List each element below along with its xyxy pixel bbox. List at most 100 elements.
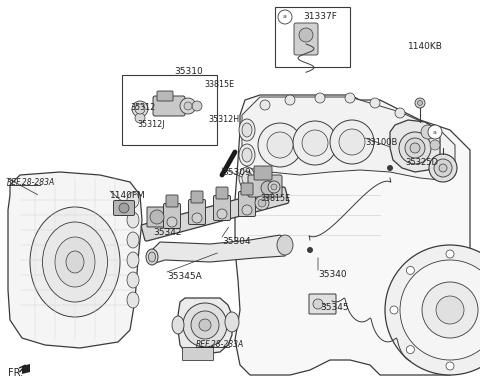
- Ellipse shape: [239, 119, 255, 141]
- Ellipse shape: [172, 316, 184, 334]
- Text: 33815E: 33815E: [204, 80, 234, 89]
- Text: 33100B: 33100B: [365, 138, 397, 147]
- Circle shape: [278, 10, 292, 24]
- Text: 35312J: 35312J: [137, 120, 165, 129]
- Ellipse shape: [66, 251, 84, 273]
- Circle shape: [415, 98, 425, 108]
- Circle shape: [119, 203, 129, 213]
- Ellipse shape: [55, 237, 95, 287]
- Circle shape: [390, 306, 398, 314]
- FancyBboxPatch shape: [182, 348, 214, 361]
- Polygon shape: [148, 235, 288, 264]
- Circle shape: [434, 159, 452, 177]
- Circle shape: [339, 129, 365, 155]
- Text: 35312: 35312: [130, 103, 155, 112]
- Circle shape: [420, 123, 430, 133]
- Circle shape: [267, 132, 293, 158]
- Ellipse shape: [146, 249, 158, 265]
- Circle shape: [184, 102, 192, 110]
- Polygon shape: [235, 95, 470, 375]
- Polygon shape: [390, 120, 440, 172]
- Circle shape: [271, 184, 277, 190]
- Circle shape: [299, 28, 313, 42]
- Ellipse shape: [239, 167, 255, 189]
- FancyBboxPatch shape: [164, 204, 180, 228]
- Polygon shape: [22, 364, 30, 374]
- Text: 35325D: 35325D: [405, 158, 438, 167]
- Text: REF.28-283A: REF.28-283A: [196, 340, 244, 349]
- Circle shape: [400, 260, 480, 360]
- FancyBboxPatch shape: [147, 207, 167, 227]
- FancyBboxPatch shape: [214, 195, 230, 220]
- Ellipse shape: [127, 272, 139, 288]
- Ellipse shape: [242, 148, 252, 162]
- Circle shape: [422, 282, 478, 338]
- Circle shape: [395, 108, 405, 118]
- Ellipse shape: [30, 207, 120, 317]
- FancyBboxPatch shape: [248, 175, 282, 197]
- Ellipse shape: [127, 292, 139, 308]
- Text: 31337F: 31337F: [303, 12, 337, 21]
- Text: 35345: 35345: [320, 303, 348, 312]
- Circle shape: [199, 319, 211, 331]
- FancyBboxPatch shape: [113, 200, 134, 215]
- Ellipse shape: [127, 252, 139, 268]
- Circle shape: [268, 181, 280, 193]
- Circle shape: [307, 247, 313, 253]
- Circle shape: [258, 199, 266, 207]
- Circle shape: [446, 250, 454, 258]
- Text: a: a: [283, 15, 287, 20]
- Circle shape: [407, 346, 414, 354]
- Circle shape: [330, 120, 374, 164]
- Circle shape: [410, 143, 420, 153]
- Text: FR.: FR.: [8, 368, 23, 378]
- Text: 35312H: 35312H: [208, 115, 239, 124]
- Circle shape: [446, 362, 454, 370]
- Text: 1140FM: 1140FM: [110, 191, 146, 200]
- Circle shape: [261, 181, 275, 195]
- Text: 35304: 35304: [222, 237, 251, 246]
- Circle shape: [183, 303, 227, 347]
- Circle shape: [217, 209, 227, 219]
- FancyBboxPatch shape: [166, 195, 178, 207]
- Ellipse shape: [148, 252, 156, 262]
- FancyBboxPatch shape: [153, 96, 185, 116]
- Ellipse shape: [242, 123, 252, 137]
- Circle shape: [370, 98, 380, 108]
- Ellipse shape: [43, 222, 108, 302]
- Circle shape: [418, 101, 422, 106]
- FancyBboxPatch shape: [189, 200, 205, 225]
- Circle shape: [385, 245, 480, 375]
- Ellipse shape: [127, 232, 139, 248]
- Text: 33815E: 33815E: [260, 194, 290, 203]
- Circle shape: [135, 104, 145, 114]
- Circle shape: [132, 101, 148, 117]
- Circle shape: [302, 130, 328, 156]
- Circle shape: [293, 121, 337, 165]
- Circle shape: [150, 210, 164, 224]
- Circle shape: [387, 165, 393, 171]
- Circle shape: [407, 266, 414, 275]
- FancyBboxPatch shape: [191, 191, 203, 203]
- Text: 1140KB: 1140KB: [408, 42, 443, 51]
- Circle shape: [285, 95, 295, 105]
- Circle shape: [313, 299, 323, 309]
- Text: REF.28-283A: REF.28-283A: [7, 178, 55, 187]
- FancyBboxPatch shape: [216, 187, 228, 199]
- Polygon shape: [8, 172, 142, 348]
- Text: 35342: 35342: [153, 228, 181, 237]
- FancyBboxPatch shape: [254, 166, 272, 180]
- FancyBboxPatch shape: [157, 91, 173, 101]
- Bar: [275, 7, 350, 67]
- FancyBboxPatch shape: [241, 183, 253, 195]
- Circle shape: [258, 123, 302, 167]
- Circle shape: [192, 213, 202, 223]
- Circle shape: [421, 125, 435, 139]
- Circle shape: [439, 164, 447, 172]
- Circle shape: [180, 98, 196, 114]
- FancyBboxPatch shape: [309, 294, 336, 314]
- Circle shape: [260, 100, 270, 110]
- FancyBboxPatch shape: [239, 192, 255, 217]
- Circle shape: [345, 93, 355, 103]
- Ellipse shape: [242, 171, 252, 185]
